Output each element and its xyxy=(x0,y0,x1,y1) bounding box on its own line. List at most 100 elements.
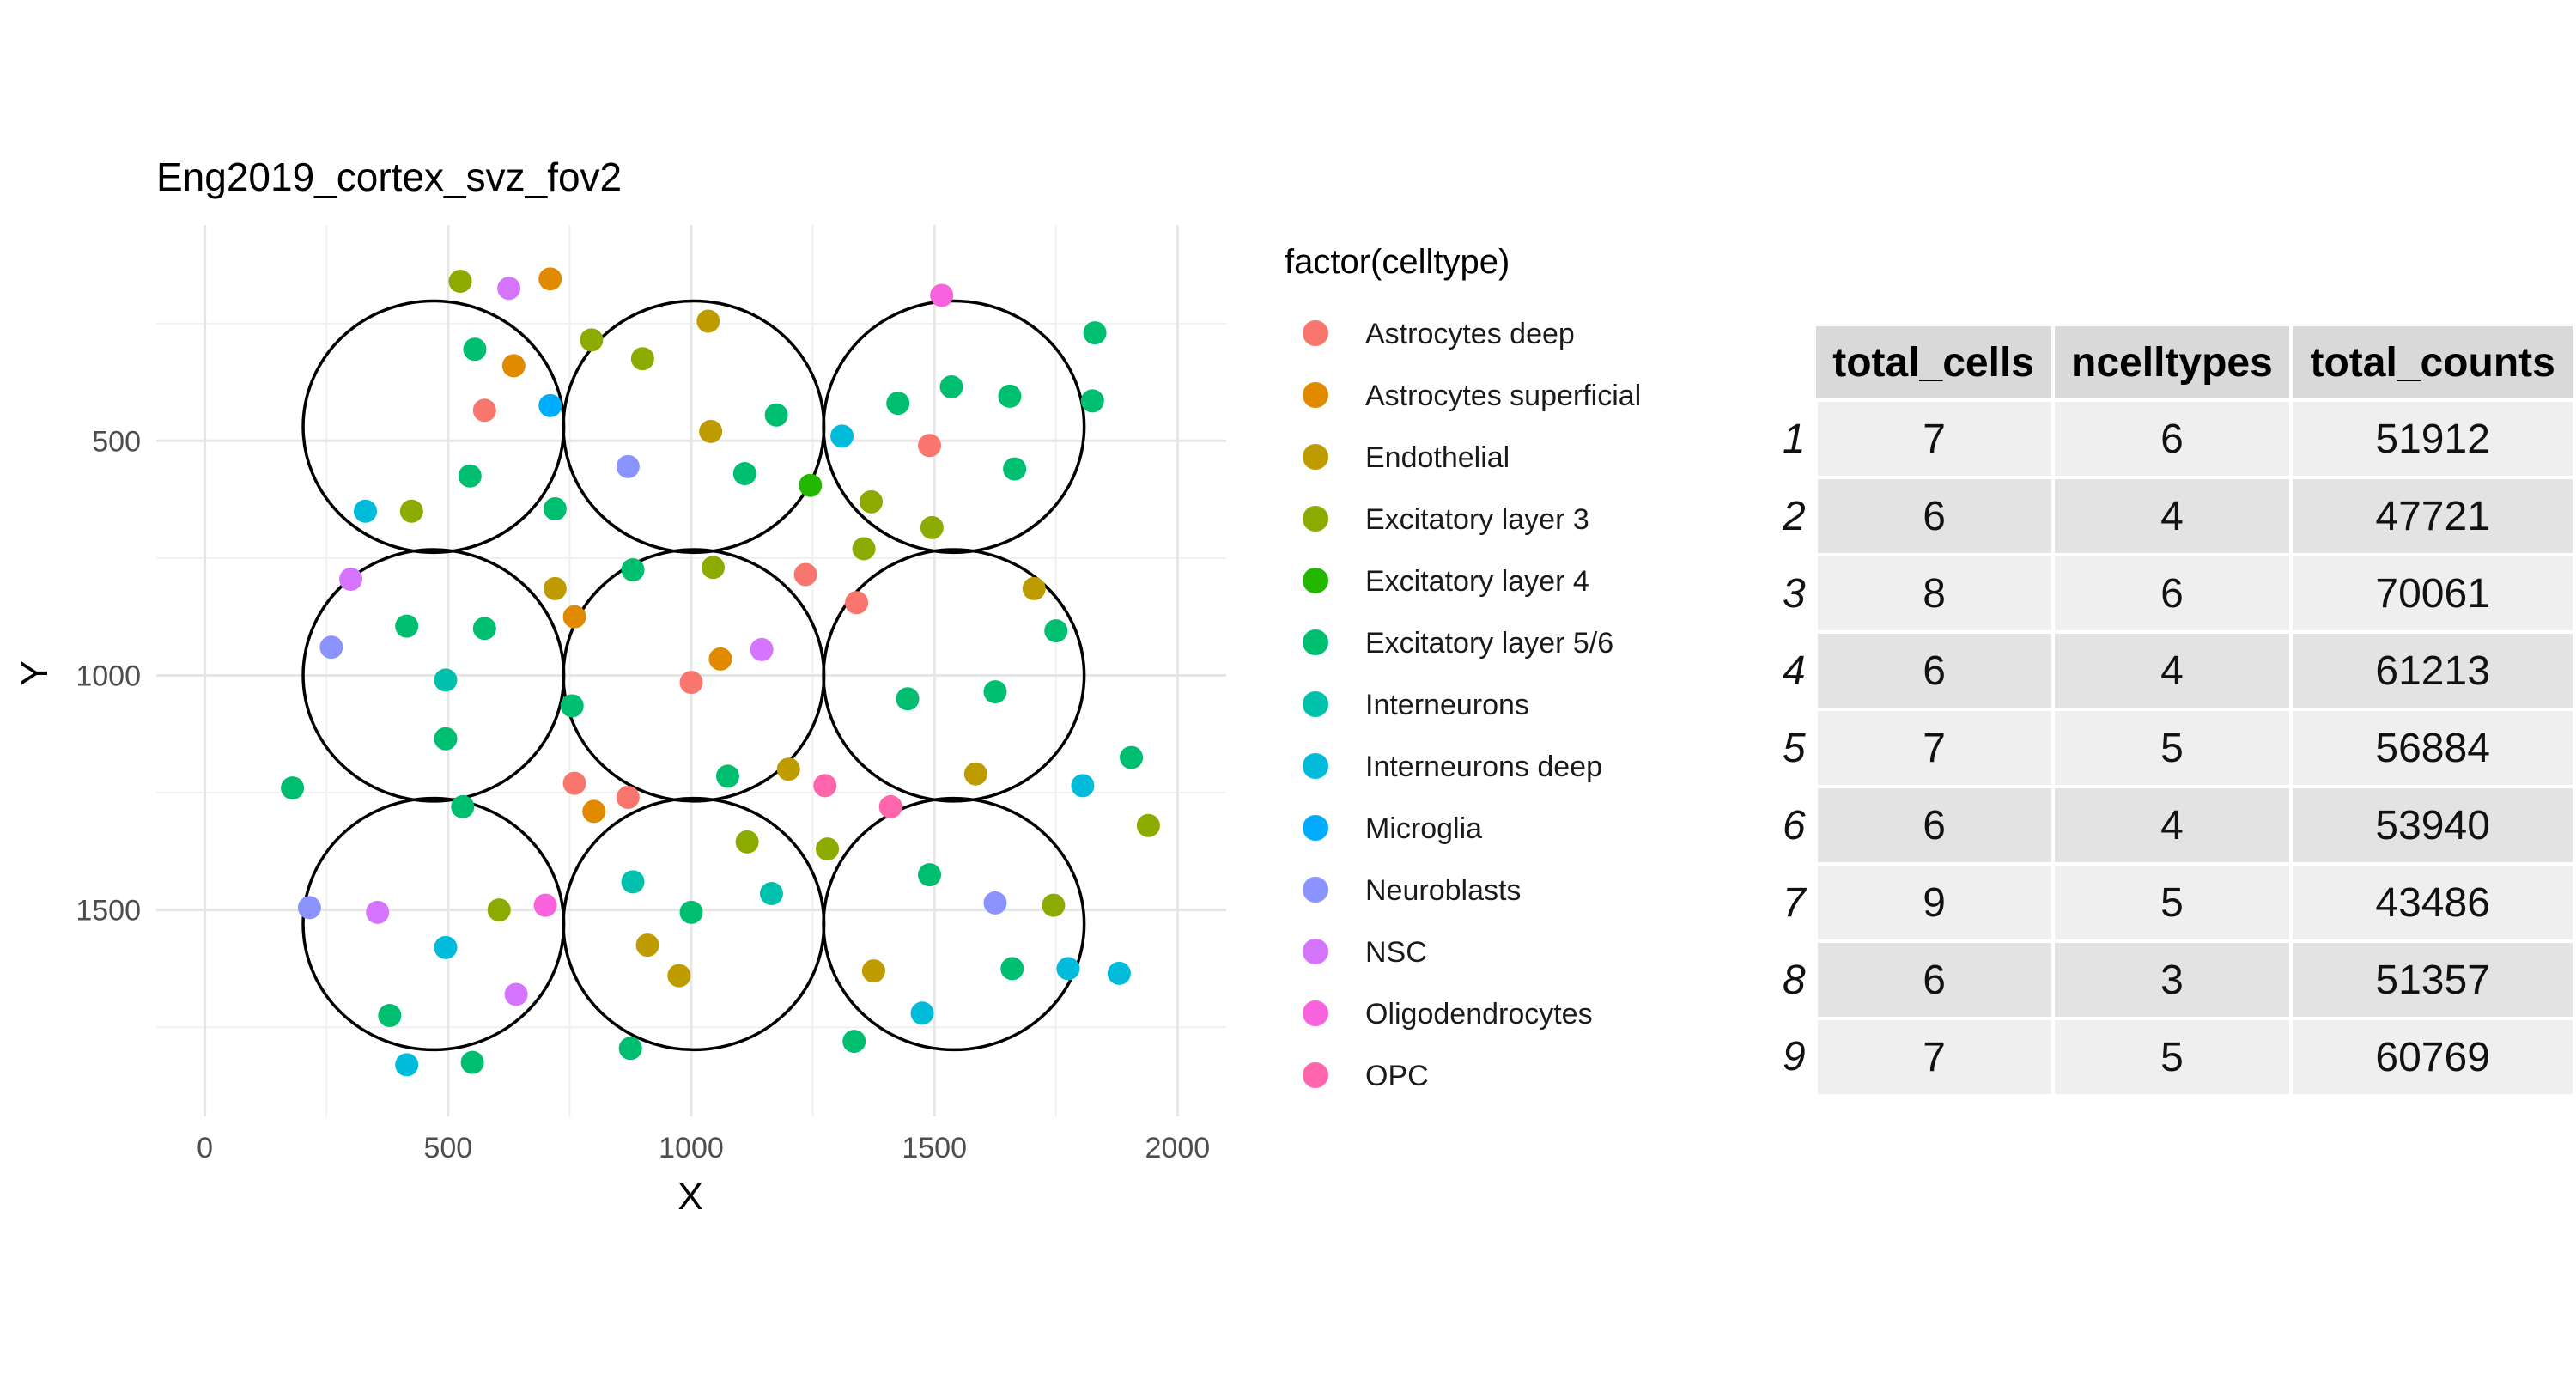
data-point xyxy=(983,680,1007,704)
legend-title: factor(celltype) xyxy=(1285,243,1510,281)
data-point xyxy=(621,870,645,894)
table-cell: 8 xyxy=(1815,553,2055,632)
legend-key xyxy=(1303,382,1328,408)
legend-label: Interneurons xyxy=(1365,689,1529,721)
neighborhood-circle xyxy=(301,299,566,555)
data-point xyxy=(732,462,756,486)
data-point xyxy=(750,637,774,661)
legend-key xyxy=(1303,753,1328,779)
neighborhood-circle xyxy=(822,299,1086,555)
data-point xyxy=(998,384,1022,408)
table-cell: 6 xyxy=(1815,939,2055,1018)
data-point xyxy=(1042,893,1066,917)
legend-key xyxy=(1303,1062,1328,1088)
neighborhood-circles xyxy=(301,299,1086,1052)
legend-key xyxy=(1303,1000,1328,1026)
y-tick-label: 1000 xyxy=(76,660,141,692)
data-point xyxy=(1120,745,1144,769)
data-point xyxy=(434,935,458,959)
table-cell: 47721 xyxy=(2291,476,2576,555)
table-row: 4 6 4 61213 xyxy=(1779,630,2576,709)
data-point xyxy=(830,424,854,448)
data-point xyxy=(538,267,562,291)
data-point xyxy=(852,537,876,561)
data-point xyxy=(399,499,423,523)
legend-label: Endothelial xyxy=(1365,441,1510,474)
table-cell: 5 xyxy=(2052,1017,2293,1094)
data-point xyxy=(696,309,720,333)
data-point xyxy=(621,558,645,582)
data-point xyxy=(616,786,640,810)
table-cell: 4 xyxy=(2052,630,2293,709)
data-point xyxy=(538,393,562,417)
data-point xyxy=(487,898,511,922)
table-cell: 6 xyxy=(1815,785,2055,864)
x-tick-label: 1500 xyxy=(902,1132,967,1164)
data-point xyxy=(395,614,419,638)
legend-label: Interneurons deep xyxy=(1365,751,1602,783)
data-point xyxy=(618,1037,642,1061)
data-point xyxy=(886,392,910,416)
data-point xyxy=(472,617,496,641)
table-cell: 7 xyxy=(1815,398,2055,477)
data-point xyxy=(699,419,723,443)
legend-label: Astrocytes deep xyxy=(1365,318,1575,350)
table-row: 9 7 5 60769 xyxy=(1779,1017,2576,1094)
table-row: 5 7 5 56884 xyxy=(1779,708,2576,787)
data-point xyxy=(708,647,732,671)
legend-key xyxy=(1303,691,1328,717)
column-header: total_cells xyxy=(1815,326,2055,400)
table-cell: 5 xyxy=(2052,708,2293,787)
data-point xyxy=(816,837,840,861)
legend-label: Microglia xyxy=(1365,812,1482,845)
data-point xyxy=(701,556,725,580)
row-name: 9 xyxy=(1779,1018,1818,1094)
table-cell: 43486 xyxy=(2291,862,2576,941)
x-tick-label: 1000 xyxy=(659,1132,724,1164)
column-header: total_counts xyxy=(2291,326,2576,400)
data-point xyxy=(1083,321,1107,345)
legend-label: Excitatory layer 5/6 xyxy=(1365,627,1613,660)
data-point xyxy=(543,497,567,521)
data-point xyxy=(543,576,567,600)
data-point xyxy=(776,757,800,781)
table-corner xyxy=(1779,326,1816,400)
data-point xyxy=(679,671,703,695)
data-point xyxy=(1022,576,1046,600)
data-point xyxy=(472,398,496,423)
table-cell: 7 xyxy=(1815,1017,2055,1094)
data-point xyxy=(845,591,869,615)
data-point xyxy=(562,771,586,795)
legend-key xyxy=(1303,939,1328,964)
data-point xyxy=(861,959,885,983)
data-point xyxy=(281,776,305,800)
data-point xyxy=(930,283,954,307)
table-row: 7 9 5 43486 xyxy=(1779,862,2576,941)
table-cell: 56884 xyxy=(2291,708,2576,787)
x-tick-label: 0 xyxy=(197,1132,213,1164)
data-point xyxy=(560,694,584,718)
data-point xyxy=(715,764,739,788)
table-cell: 53940 xyxy=(2291,785,2576,864)
data-point xyxy=(463,337,487,362)
data-point xyxy=(813,774,837,798)
data-point xyxy=(842,1030,866,1054)
legend-key xyxy=(1303,629,1328,655)
data-point xyxy=(580,328,604,352)
table-row: 2 6 4 47721 xyxy=(1779,476,2576,555)
data-point xyxy=(451,794,475,818)
data-point xyxy=(939,374,963,398)
data-point xyxy=(983,891,1007,915)
x-tick-label: 2000 xyxy=(1145,1132,1211,1164)
legend-label: Excitatory layer 4 xyxy=(1365,565,1589,598)
data-point xyxy=(533,893,557,917)
data-point xyxy=(616,454,640,478)
row-name: 7 xyxy=(1779,864,1818,941)
table-cell: 3 xyxy=(2052,939,2293,1018)
data-point xyxy=(1000,957,1024,981)
data-point xyxy=(1080,389,1104,413)
legend-label: Neuroblasts xyxy=(1365,874,1521,907)
table-row: 6 6 4 53940 xyxy=(1779,785,2576,864)
legend-key xyxy=(1303,444,1328,470)
